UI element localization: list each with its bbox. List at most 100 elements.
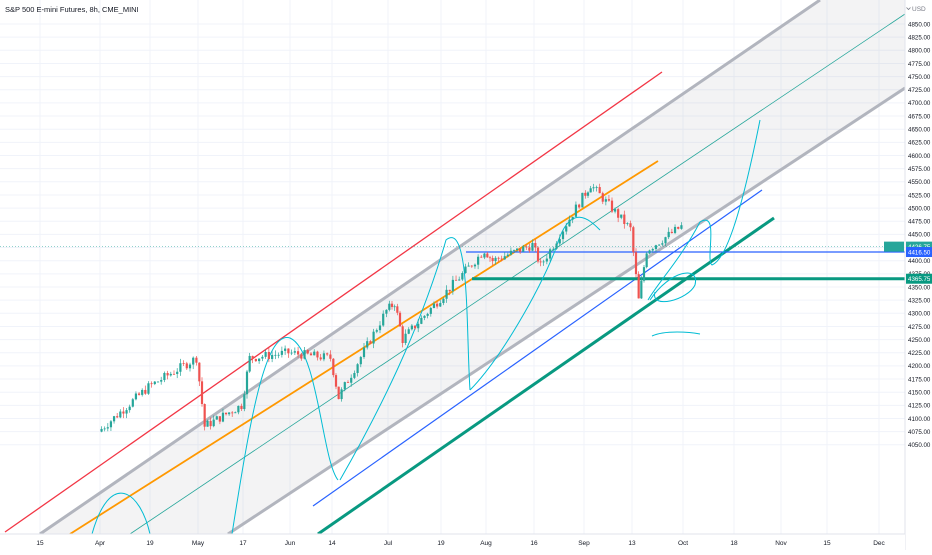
candle-body bbox=[626, 223, 629, 225]
candle-body bbox=[296, 351, 300, 355]
candle-body bbox=[100, 428, 103, 432]
price-axis-label: 4125.00 bbox=[908, 403, 931, 410]
price-axis-label: 4275.00 bbox=[908, 324, 931, 331]
candle-body bbox=[350, 377, 353, 383]
candle-body bbox=[125, 410, 128, 414]
candle-body bbox=[506, 254, 509, 257]
candle-body bbox=[150, 383, 153, 385]
time-axis-label: 16 bbox=[530, 540, 538, 547]
candle-body bbox=[413, 325, 417, 329]
candle-body bbox=[417, 323, 420, 329]
price-axis-label: 4500.00 bbox=[908, 205, 931, 212]
candle-body bbox=[634, 252, 638, 275]
candle-body bbox=[131, 399, 134, 407]
candle-body bbox=[477, 256, 480, 265]
candle-body bbox=[382, 313, 385, 326]
candle-body bbox=[637, 274, 640, 299]
candle-body bbox=[442, 298, 445, 304]
price-axis-label: 4200.00 bbox=[908, 363, 931, 370]
candle-body bbox=[280, 350, 283, 355]
candle-body bbox=[673, 226, 677, 233]
candle-body bbox=[584, 192, 587, 196]
price-axis-label: 4625.00 bbox=[908, 140, 931, 147]
candle-body bbox=[224, 412, 228, 415]
grid bbox=[0, 0, 905, 534]
candle-body bbox=[153, 381, 156, 385]
price-axis-label: 4750.00 bbox=[908, 74, 931, 81]
candle-body bbox=[574, 204, 578, 217]
price-axis-label: 4475.00 bbox=[908, 219, 931, 226]
candle-body bbox=[340, 389, 343, 400]
price-axis-label: 4650.00 bbox=[908, 127, 931, 134]
price-axis-label: 4050.00 bbox=[908, 442, 931, 449]
candle-body bbox=[470, 265, 473, 267]
candle-body bbox=[366, 341, 369, 348]
candle-body bbox=[423, 315, 426, 318]
candle-body bbox=[480, 256, 483, 258]
candle-body bbox=[497, 257, 500, 259]
candle-body bbox=[388, 303, 391, 310]
candle-body bbox=[264, 351, 267, 357]
time-axis-label: Apr bbox=[95, 540, 106, 547]
candle-body bbox=[385, 309, 388, 314]
price-axis-label: 4075.00 bbox=[908, 429, 931, 436]
candle-body bbox=[287, 348, 290, 354]
candle-body bbox=[642, 267, 646, 281]
candle-body bbox=[245, 371, 249, 395]
currency-label[interactable]: USD bbox=[906, 6, 927, 13]
time-axis[interactable]: 15 Apr 19 May 17 Jun 14 Jul 19 Aug 16 Sep 13 Oct 18 Nov… bbox=[0, 533, 905, 550]
candle-body bbox=[445, 289, 448, 299]
price-axis-label: 4150.00 bbox=[908, 390, 931, 397]
candle-body bbox=[182, 363, 185, 365]
candle-body bbox=[483, 253, 486, 258]
candle-body bbox=[401, 326, 404, 343]
candle-body bbox=[667, 231, 670, 238]
candle-body bbox=[372, 331, 375, 344]
candle-body bbox=[359, 357, 362, 365]
red-trend-line bbox=[4, 71, 663, 533]
price-tag bbox=[906, 247, 932, 258]
candle-body bbox=[464, 266, 467, 274]
candle-body bbox=[209, 420, 212, 427]
candle-body bbox=[623, 214, 626, 225]
candle-body bbox=[651, 249, 654, 251]
candle-body bbox=[640, 280, 643, 299]
candle-body bbox=[112, 416, 116, 422]
chevron-down-icon bbox=[906, 7, 911, 11]
time-axis-label: 18 bbox=[730, 540, 738, 547]
price-axis-label: 4775.00 bbox=[908, 61, 931, 68]
candle-body bbox=[458, 279, 461, 281]
candle-body bbox=[509, 250, 513, 255]
time-axis-label: Jun bbox=[285, 540, 296, 547]
blue-trend-line bbox=[312, 189, 763, 507]
candle-body bbox=[420, 317, 423, 324]
candle-body bbox=[398, 312, 402, 327]
time-axis-label: 15 bbox=[36, 540, 44, 547]
projection-wave bbox=[91, 492, 151, 535]
price-axis-label: 4575.00 bbox=[908, 166, 931, 173]
candle-body bbox=[251, 355, 254, 359]
candle-body bbox=[261, 356, 264, 359]
candle-body bbox=[617, 209, 620, 218]
candle-body bbox=[221, 412, 225, 422]
price-axis-label: 4725.00 bbox=[908, 87, 931, 94]
time-axis-label: 19 bbox=[146, 540, 154, 547]
price-axis-label: 4825.00 bbox=[908, 34, 931, 41]
candle-body bbox=[290, 352, 293, 354]
time-axis-label: Aug bbox=[480, 540, 492, 547]
candle-body bbox=[274, 354, 277, 356]
candle-body bbox=[195, 357, 198, 363]
candle-body bbox=[215, 416, 218, 420]
price-axis-label: 4100.00 bbox=[908, 416, 931, 423]
candle-body bbox=[313, 351, 316, 356]
price-tag-label: 4365.75 bbox=[908, 276, 931, 283]
teal-trend-line bbox=[317, 216, 775, 536]
candle-body bbox=[658, 244, 661, 246]
candle-body bbox=[629, 223, 632, 228]
candle-body bbox=[451, 279, 454, 292]
candle-body bbox=[620, 214, 623, 218]
candle-body bbox=[531, 243, 534, 251]
candle-body bbox=[337, 386, 340, 400]
